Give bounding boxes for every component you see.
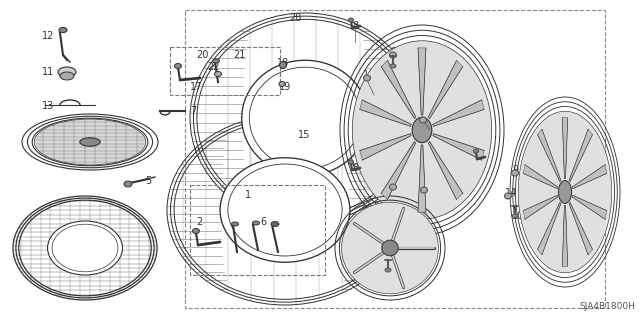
Ellipse shape bbox=[214, 71, 221, 77]
Polygon shape bbox=[572, 165, 607, 189]
Polygon shape bbox=[360, 100, 411, 126]
Ellipse shape bbox=[342, 202, 438, 294]
Ellipse shape bbox=[124, 181, 132, 187]
Polygon shape bbox=[524, 196, 557, 219]
Text: 7: 7 bbox=[190, 106, 196, 116]
Polygon shape bbox=[524, 165, 557, 189]
Polygon shape bbox=[433, 134, 484, 160]
Ellipse shape bbox=[385, 268, 391, 272]
Ellipse shape bbox=[412, 117, 432, 143]
Text: 15: 15 bbox=[298, 130, 310, 140]
Ellipse shape bbox=[35, 119, 146, 165]
Bar bbox=[190, 185, 325, 275]
Polygon shape bbox=[563, 118, 568, 178]
Ellipse shape bbox=[518, 111, 612, 273]
Ellipse shape bbox=[280, 62, 287, 69]
Ellipse shape bbox=[253, 221, 259, 225]
Polygon shape bbox=[538, 130, 561, 182]
Polygon shape bbox=[538, 203, 561, 255]
Polygon shape bbox=[569, 130, 593, 182]
Text: SJA4B1800H: SJA4B1800H bbox=[579, 302, 635, 311]
Text: 10: 10 bbox=[388, 265, 400, 275]
Text: 9: 9 bbox=[512, 165, 518, 175]
Ellipse shape bbox=[193, 228, 200, 234]
Text: 9: 9 bbox=[390, 180, 396, 190]
Ellipse shape bbox=[352, 41, 492, 219]
Text: 5: 5 bbox=[145, 176, 151, 186]
Ellipse shape bbox=[232, 222, 239, 226]
Text: 10: 10 bbox=[512, 211, 524, 221]
Polygon shape bbox=[418, 48, 426, 115]
Text: 11: 11 bbox=[42, 67, 54, 77]
Polygon shape bbox=[428, 61, 463, 118]
Ellipse shape bbox=[242, 60, 368, 176]
Polygon shape bbox=[433, 100, 484, 126]
Ellipse shape bbox=[271, 221, 279, 226]
Polygon shape bbox=[563, 206, 568, 266]
Bar bbox=[185, 10, 605, 308]
Text: 14: 14 bbox=[505, 188, 517, 198]
Text: 2: 2 bbox=[196, 217, 202, 227]
Polygon shape bbox=[360, 134, 411, 160]
Ellipse shape bbox=[80, 138, 100, 146]
Ellipse shape bbox=[47, 221, 122, 275]
Text: 28: 28 bbox=[290, 13, 302, 23]
Text: 12: 12 bbox=[42, 31, 54, 41]
Text: 14: 14 bbox=[422, 183, 435, 193]
Text: 8: 8 bbox=[352, 21, 358, 31]
Text: 17: 17 bbox=[190, 82, 202, 92]
Polygon shape bbox=[569, 203, 593, 255]
Text: 9: 9 bbox=[390, 47, 396, 57]
Text: 8: 8 bbox=[477, 152, 483, 162]
Ellipse shape bbox=[364, 75, 371, 81]
Polygon shape bbox=[572, 196, 607, 219]
Text: 4: 4 bbox=[116, 147, 122, 157]
Ellipse shape bbox=[349, 160, 353, 164]
Bar bbox=[170, 47, 280, 95]
Polygon shape bbox=[381, 142, 415, 199]
Ellipse shape bbox=[349, 18, 353, 22]
Text: 10: 10 bbox=[390, 63, 403, 73]
Ellipse shape bbox=[58, 67, 76, 77]
Text: 18: 18 bbox=[277, 58, 289, 68]
Ellipse shape bbox=[381, 240, 398, 256]
Ellipse shape bbox=[558, 181, 572, 204]
Polygon shape bbox=[381, 61, 415, 118]
Ellipse shape bbox=[512, 214, 518, 218]
Text: 22: 22 bbox=[207, 62, 220, 72]
Ellipse shape bbox=[390, 52, 397, 58]
Ellipse shape bbox=[279, 81, 285, 86]
Ellipse shape bbox=[175, 63, 182, 69]
Ellipse shape bbox=[504, 193, 511, 199]
Ellipse shape bbox=[390, 64, 396, 68]
Text: 23: 23 bbox=[552, 230, 564, 240]
Ellipse shape bbox=[474, 149, 479, 153]
Text: 16: 16 bbox=[363, 70, 375, 80]
Ellipse shape bbox=[59, 27, 67, 33]
Ellipse shape bbox=[420, 187, 428, 193]
Text: 1: 1 bbox=[245, 190, 251, 200]
Polygon shape bbox=[428, 142, 463, 199]
Ellipse shape bbox=[390, 184, 397, 190]
Polygon shape bbox=[418, 145, 426, 212]
Ellipse shape bbox=[212, 59, 220, 63]
Text: 13: 13 bbox=[42, 101, 54, 111]
Text: 3: 3 bbox=[373, 202, 379, 212]
Ellipse shape bbox=[511, 170, 518, 176]
Text: 19: 19 bbox=[279, 82, 291, 92]
Text: 20: 20 bbox=[196, 50, 208, 60]
Ellipse shape bbox=[60, 72, 74, 80]
Ellipse shape bbox=[419, 117, 426, 123]
Text: 14: 14 bbox=[420, 113, 432, 123]
Ellipse shape bbox=[220, 158, 350, 262]
Text: 21: 21 bbox=[233, 50, 245, 60]
Text: 6: 6 bbox=[260, 217, 266, 227]
Text: 8: 8 bbox=[352, 163, 358, 173]
